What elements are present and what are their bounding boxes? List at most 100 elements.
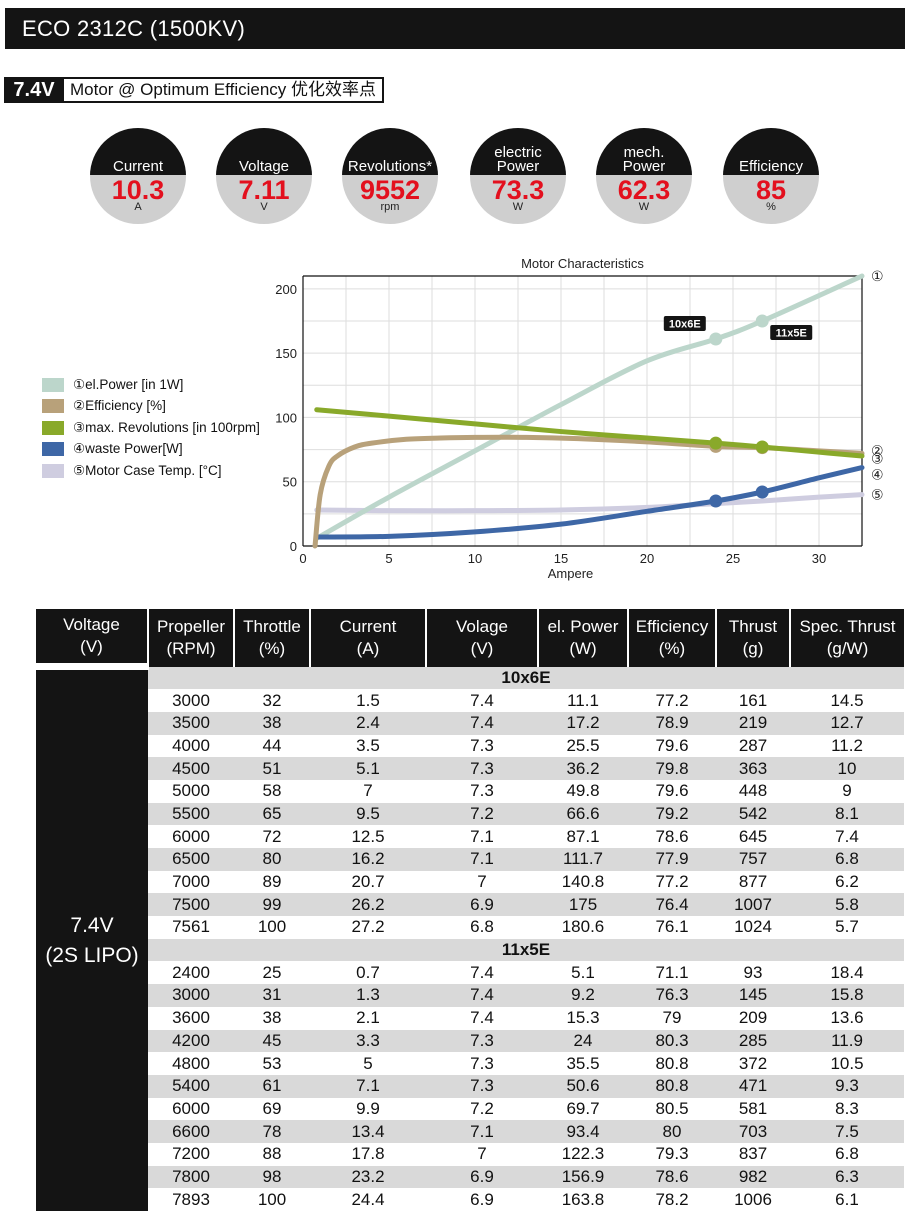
kpi-label: mech. Power: [596, 128, 692, 175]
table-cell: 24.4: [310, 1188, 426, 1211]
banner-voltage: 7.4V: [4, 77, 64, 103]
x-tick-label: 15: [554, 551, 568, 566]
table-cell: 13.6: [790, 1006, 904, 1030]
table-row: 6500 80 16.2 7.1 111.7 77.9 757 6.8: [36, 848, 904, 871]
x-tick-label: 30: [812, 551, 826, 566]
table-cell: 6.9: [426, 1165, 538, 1189]
table-cell: 4000: [148, 734, 234, 758]
table-cell: 757: [716, 848, 790, 871]
table-cell: 31: [234, 984, 310, 1007]
table-cell: 78.6: [628, 825, 716, 848]
table-cell: 3500: [148, 711, 234, 735]
kpi-label: Revolutions*: [342, 128, 438, 175]
table-cell: 44: [234, 734, 310, 758]
table-cell: 703: [716, 1120, 790, 1143]
table-cell: 1024: [716, 916, 790, 939]
table-cell: 2400: [148, 961, 234, 985]
legend-swatch: [42, 420, 64, 435]
table-cell: 219: [716, 711, 790, 735]
banner-label: Motor @ Optimum Efficiency 优化效率点: [64, 77, 384, 103]
column-header-line: Propeller: [156, 616, 226, 636]
column-header: Efficiency (%): [627, 609, 716, 667]
table-cell: 79.3: [628, 1142, 716, 1166]
x-axis-label: Ampere: [548, 566, 594, 581]
table-cell: 837: [716, 1142, 790, 1166]
column-header-line: (g): [742, 638, 764, 658]
table-cell: 7.3: [426, 757, 538, 780]
column-header: Thrust (g): [715, 609, 790, 667]
table-cell: 5.1: [310, 757, 426, 780]
table-cell: 10.5: [790, 1052, 904, 1075]
table-cell: 79.6: [628, 779, 716, 803]
table-cell: 7.4: [426, 984, 538, 1007]
legend-label: ②Efficiency [%]: [73, 398, 166, 414]
legend-item-efficiency: ②Efficiency [%]: [42, 396, 260, 418]
table-cell: 88: [234, 1142, 310, 1166]
table-cell: 49.8: [538, 779, 628, 803]
table-cell: 8.3: [790, 1097, 904, 1121]
table-cell: 100: [234, 916, 310, 939]
table-cell: 18.4: [790, 961, 904, 985]
table-cell: 2.1: [310, 1006, 426, 1030]
legend-item-revolutions: ③max. Revolutions [in 100rpm]: [42, 417, 260, 439]
table-row: 7200 88 17.8 7 122.3 79.3 837 6.8: [36, 1142, 904, 1166]
column-header-line: (W): [569, 638, 597, 658]
legend-label: ⑤Motor Case Temp. [°C]: [73, 462, 222, 478]
legend-swatch: [42, 442, 64, 457]
table-cell: 9.3: [790, 1074, 904, 1098]
table-cell: 93: [716, 961, 790, 985]
x-tick-label: 5: [385, 551, 392, 566]
table-cell: 80.8: [628, 1052, 716, 1075]
table-cell: 89: [234, 870, 310, 894]
propeller-group-header: 11x5E: [36, 938, 904, 962]
table-cell: 7800: [148, 1165, 234, 1189]
table-cell: 80.3: [628, 1029, 716, 1053]
table-cell: 15.3: [538, 1006, 628, 1030]
voltage-label-line: 7.4V: [70, 913, 114, 937]
y-tick-label: 0: [290, 539, 297, 554]
table-cell: 38: [234, 711, 310, 735]
kpi-unit: V: [260, 201, 268, 213]
column-header-line: (V): [80, 637, 103, 656]
table-row: 7893 100 24.4 6.9 163.8 78.2 1006 6.1: [36, 1188, 904, 1211]
operating-point-banner: 7.4V Motor @ Optimum Efficiency 优化效率点: [4, 77, 384, 103]
table-cell: 7.4: [790, 825, 904, 848]
table-cell: 38: [234, 1006, 310, 1030]
table-cell: 80: [234, 848, 310, 871]
table-cell: 15.8: [790, 984, 904, 1007]
table-cell: 2.4: [310, 711, 426, 735]
table-cell: 3600: [148, 1006, 234, 1030]
annotation-tag-label: 10x6E: [669, 319, 701, 331]
kpi-electric-power: electric Power 73.3 W: [470, 128, 566, 224]
table-cell: 36.2: [538, 757, 628, 780]
y-tick-label: 200: [275, 282, 297, 297]
table-cell: 6.3: [790, 1165, 904, 1189]
table-cell: 982: [716, 1165, 790, 1189]
table-cell: 1007: [716, 893, 790, 917]
column-header-line: Thrust: [728, 616, 778, 636]
series-line: [314, 407, 865, 459]
legend-label: ①el.Power [in 1W]: [73, 376, 184, 392]
table-row: 7000 89 20.7 7 140.8 77.2 877 6.2: [36, 870, 904, 894]
series-end-label: ⑤: [871, 488, 884, 504]
table-cell: 145: [716, 984, 790, 1007]
table-cell: 7.4: [426, 961, 538, 985]
kpi-revolutions: Revolutions* 9552 rpm: [342, 128, 438, 224]
table-cell: 7.3: [426, 1074, 538, 1098]
table-cell: 78.2: [628, 1188, 716, 1211]
table-cell: 80: [628, 1120, 716, 1143]
column-header: Throttle (%): [233, 609, 310, 667]
table-row: 7800 98 23.2 6.9 156.9 78.6 982 6.3: [36, 1165, 904, 1189]
table-cell: 7.1: [310, 1074, 426, 1098]
table-cell: 581: [716, 1097, 790, 1121]
table-cell: 7.3: [426, 734, 538, 758]
table-cell: 6600: [148, 1120, 234, 1143]
table-cell: 25.5: [538, 734, 628, 758]
table-cell: 4800: [148, 1052, 234, 1075]
table-cell: 6.2: [790, 870, 904, 894]
table-cell: 53: [234, 1052, 310, 1075]
table-cell: 79.6: [628, 734, 716, 758]
table-cell: 180.6: [538, 916, 628, 939]
table-cell: 3000: [148, 689, 234, 712]
table-cell: 23.2: [310, 1165, 426, 1189]
